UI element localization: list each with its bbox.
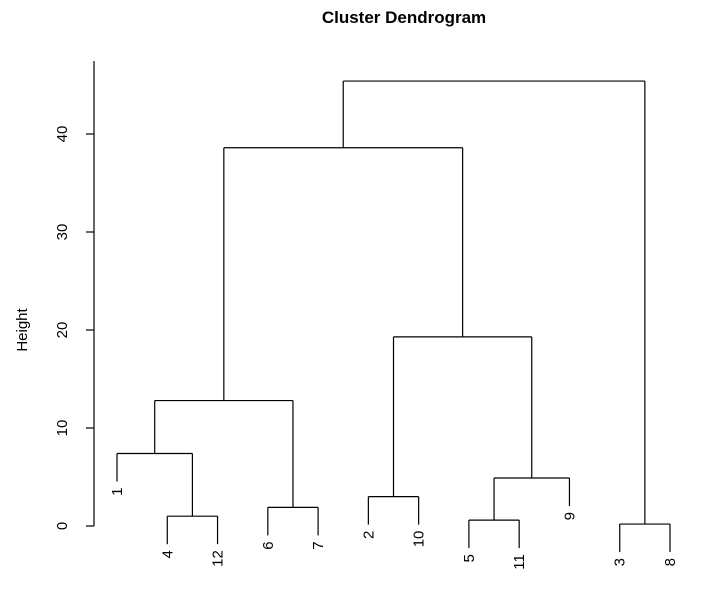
leaf-label-8: 8: [662, 558, 679, 566]
leaf-label-2: 2: [360, 531, 377, 539]
leaf-label-7: 7: [310, 541, 327, 549]
dendrogram-branches: [116, 80, 671, 553]
leaf-label-6: 6: [260, 541, 277, 549]
y-axis-label: Height: [14, 307, 31, 351]
leaf-label-3: 3: [612, 558, 629, 566]
chart-title: Cluster Dendrogram: [322, 8, 486, 27]
leaf-label-4: 4: [159, 550, 176, 558]
leaf-label-11: 11: [511, 554, 528, 570]
leaf-label-9: 9: [561, 512, 578, 520]
y-tick-label-0: 0: [54, 522, 71, 530]
y-tick-label-10: 10: [54, 420, 71, 437]
y-axis-ticks: 0 10 20 30 40: [54, 126, 94, 530]
leaf-label-12: 12: [210, 550, 227, 567]
leaf-label-5: 5: [461, 554, 478, 562]
leaf-label-10: 10: [411, 531, 428, 548]
y-tick-label-40: 40: [54, 126, 71, 143]
y-tick-label-20: 20: [54, 322, 71, 339]
leaf-label-1: 1: [109, 487, 126, 495]
y-tick-label-30: 30: [54, 224, 71, 241]
leaf-labels: 1 4 12 6 7 2 10 5 11 9 3 8: [109, 487, 679, 569]
